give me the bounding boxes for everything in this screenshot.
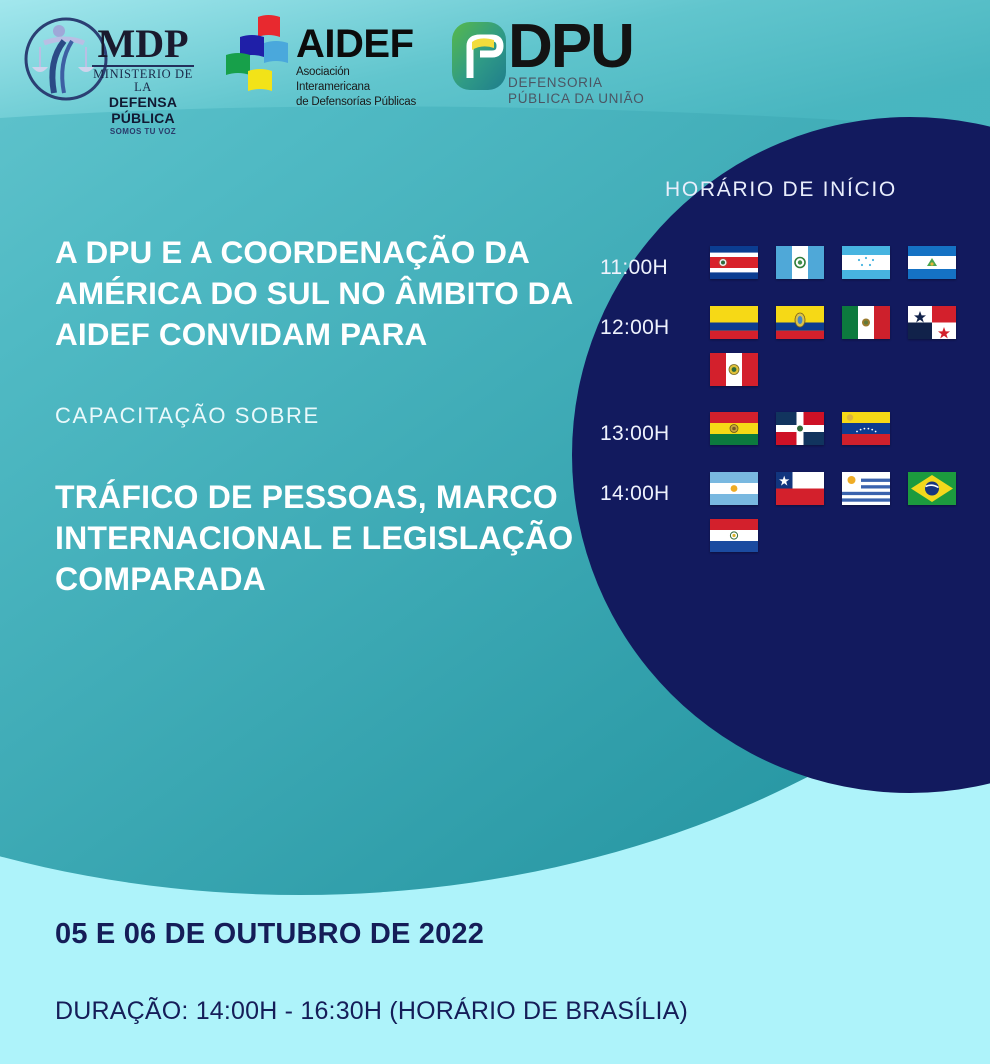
schedule-time: 14:00H	[600, 482, 670, 505]
flag-bolivia-icon	[710, 412, 758, 445]
flag-grid	[710, 306, 978, 386]
flag-guatemala-icon	[776, 246, 824, 279]
schedule-time: 11:00H	[600, 256, 668, 279]
flag-ecuador-icon	[776, 306, 824, 339]
schedule-row: 14:00H	[600, 472, 990, 552]
left-copy-block: A DPU E A COORDENAÇÃO DA AMÉRICA DO SUL …	[55, 232, 575, 600]
dpu-logo: DPU DEFENSORIA PÚBLICA DA UNIÃO	[450, 9, 665, 109]
flag-rep-blica-dominicana-icon	[776, 412, 824, 445]
flag-venezuela-icon	[842, 412, 890, 445]
course-subject: TRÁFICO DE PESSOAS, MARCO INTERNACIONAL …	[55, 479, 574, 597]
event-duration: DURAÇÃO: 14:00H - 16:30H (HORÁRIO DE BRA…	[55, 997, 688, 1025]
schedule-panel: HORÁRIO DE INÍCIO 11:00H 12:00H	[600, 178, 990, 578]
flag-argentina-icon	[710, 472, 758, 505]
flag-costa-rica-icon	[710, 246, 758, 279]
aidef-acronym: AIDEF	[296, 22, 414, 66]
flag-grid	[710, 472, 978, 552]
schedule-time: 13:00H	[600, 422, 670, 445]
aidef-line2: de Defensorías Públicas	[296, 96, 417, 108]
mdp-line1: MINISTERIO DE LA	[93, 67, 193, 94]
schedule-title: HORÁRIO DE INÍCIO	[665, 178, 897, 201]
flag-honduras-icon	[842, 246, 890, 279]
dpu-mark-icon	[452, 22, 506, 90]
flag-chile-icon	[776, 472, 824, 505]
mdp-line2: DEFENSA PÚBLICA	[108, 94, 178, 126]
aidef-logo: AIDEF Asociación Interamericana de Defen…	[224, 11, 420, 108]
schedule-row: 12:00H	[600, 306, 990, 386]
schedule-row: 11:00H	[600, 246, 990, 280]
event-date: 05 E 06 DE OUTUBRO DE 2022	[55, 918, 485, 950]
dpu-acronym: DPU	[508, 12, 635, 81]
dpu-line1: DEFENSORIA PÚBLICA DA UNIÃO	[508, 75, 645, 106]
flag-m-xico-icon	[842, 306, 890, 339]
flag-colombia-icon	[710, 306, 758, 339]
flag-panam--icon	[908, 306, 956, 339]
footer-block: 05 E 06 DE OUTUBRO DE 2022 DURAÇÃO: 14:0…	[55, 918, 688, 1026]
kicker-label: CAPACITAÇÃO SOBRE	[55, 403, 320, 428]
mdp-logo: MDP MINISTERIO DE LA DEFENSA PÚBLICA SOM…	[14, 7, 194, 136]
aidef-line1: Asociación Interamericana	[296, 66, 370, 93]
schedule-rows: 11:00H 12:00H 13:00H	[600, 246, 990, 552]
flag-brasil-icon	[908, 472, 956, 505]
logo-bar: MDP MINISTERIO DE LA DEFENSA PÚBLICA SOM…	[0, 0, 990, 136]
page-headline: A DPU E A COORDENAÇÃO DA AMÉRICA DO SUL …	[55, 234, 573, 352]
flag-grid	[710, 246, 978, 279]
flag-paraguai-icon	[710, 519, 758, 552]
flag-nicaragua-icon	[908, 246, 956, 279]
aidef-flags-icon	[226, 15, 288, 91]
flag-peru-icon	[710, 353, 758, 386]
flag-grid	[710, 412, 978, 445]
mdp-line3: SOMOS TU VOZ	[109, 127, 177, 136]
mdp-divider	[92, 65, 194, 67]
mdp-acronym: MDP	[97, 21, 189, 66]
schedule-row: 13:00H	[600, 412, 990, 446]
schedule-time: 12:00H	[600, 316, 670, 339]
mdp-emblem-icon	[24, 17, 108, 101]
flag-uruguai-icon	[842, 472, 890, 505]
